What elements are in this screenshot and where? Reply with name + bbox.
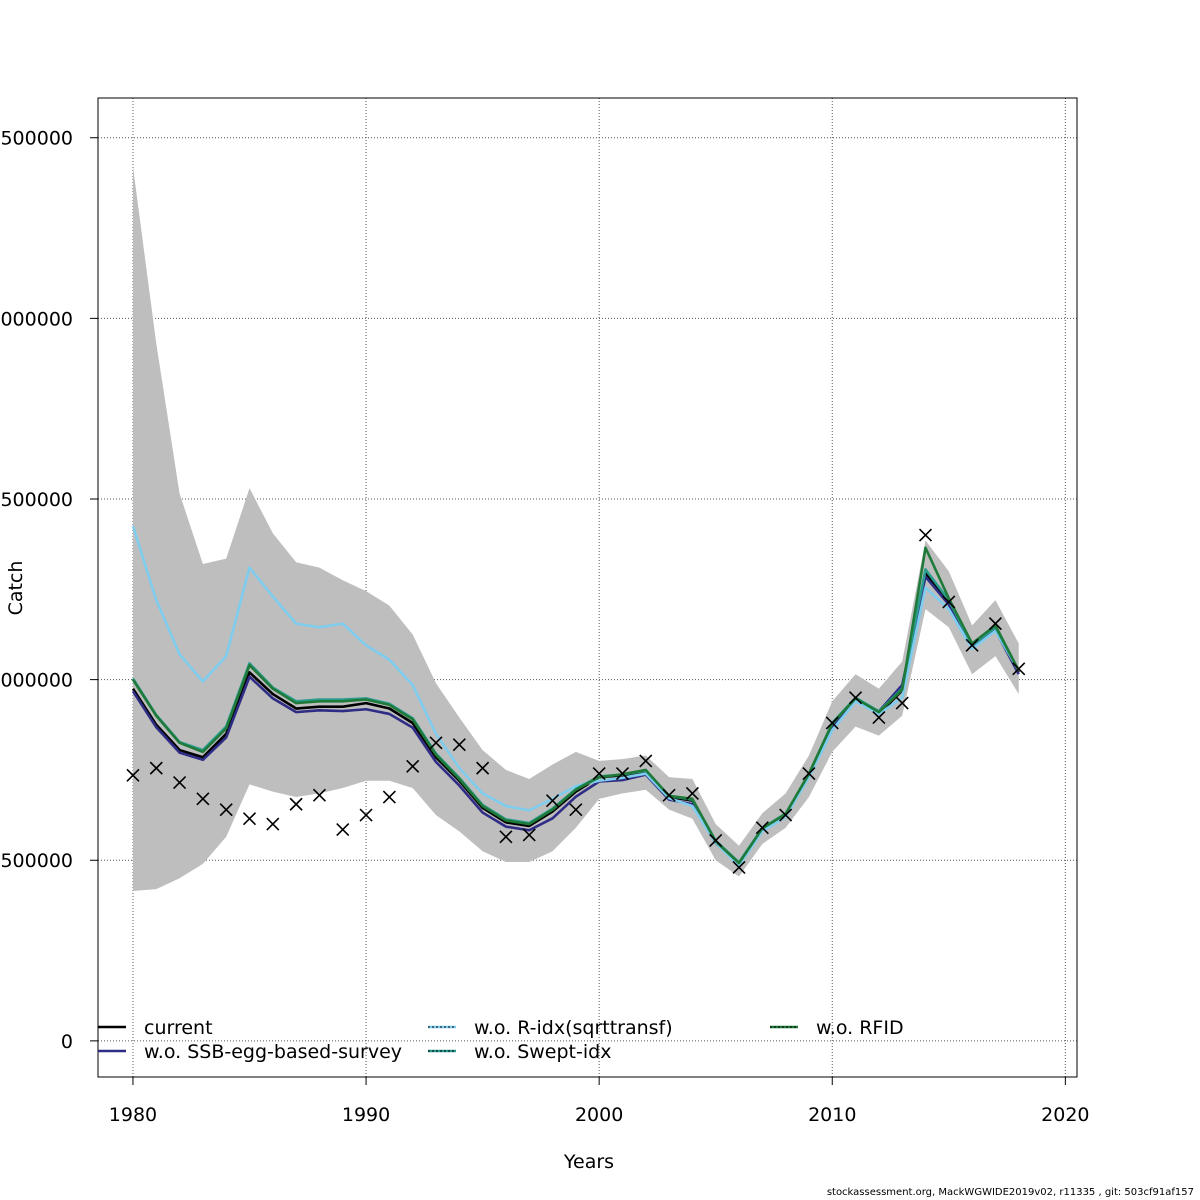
y-tick-label: 0 xyxy=(61,1031,73,1053)
observation-point xyxy=(406,759,420,773)
legend-entry: w.o. SSB-egg-based-survey xyxy=(98,1041,402,1063)
legend-label: w.o. SSB-egg-based-survey xyxy=(144,1041,402,1063)
observation-point xyxy=(499,830,513,844)
x-tick-label: 2020 xyxy=(1041,1104,1089,1126)
observation-point xyxy=(359,808,373,822)
observation-point xyxy=(988,617,1002,631)
x-tick-label: 1980 xyxy=(109,1104,157,1126)
y-tick-label: 500000 xyxy=(0,850,73,872)
observation-point xyxy=(429,736,443,750)
observation-point xyxy=(965,638,979,652)
legend-entry: w.o. R-idx(sqrttransf) xyxy=(428,1017,673,1039)
observation-point xyxy=(289,797,303,811)
observation-point xyxy=(336,822,350,837)
observation-point xyxy=(452,738,466,752)
observation-point xyxy=(732,860,746,875)
observation-point xyxy=(266,817,280,831)
observation-point xyxy=(942,595,956,609)
observation-markers xyxy=(126,528,1026,875)
observation-point xyxy=(173,776,187,790)
legend-label: w.o. R-idx(sqrttransf) xyxy=(474,1017,673,1039)
observation-point xyxy=(709,833,723,847)
y-tick-label: 000000 xyxy=(0,670,73,692)
x-tick-label: 1990 xyxy=(342,1104,390,1126)
observation-point xyxy=(126,768,140,782)
observation-point xyxy=(242,812,257,826)
observation-point xyxy=(382,790,396,804)
observation-point xyxy=(685,786,699,800)
x-axis-title: Years xyxy=(563,1151,614,1173)
observation-point xyxy=(149,761,163,775)
x-tick-label: 2010 xyxy=(808,1104,856,1126)
y-tick-label: 500000 xyxy=(0,489,73,511)
y-axis-title: Catch xyxy=(5,561,27,616)
legend-label: w.o. Swept-idx xyxy=(474,1041,611,1063)
observation-point xyxy=(522,828,536,842)
series-line-5 xyxy=(131,546,1020,865)
observation-point xyxy=(802,766,816,781)
observation-point xyxy=(196,792,210,806)
observation-point xyxy=(895,696,909,710)
legend-entry: w.o. Swept-idx xyxy=(428,1041,611,1063)
legend-entry: w.o. RFID xyxy=(770,1017,904,1039)
y-tick-label: 000000 xyxy=(0,308,73,330)
legend-entry: current xyxy=(98,1017,213,1039)
observation-point xyxy=(872,710,886,725)
series-line-3 xyxy=(131,525,1020,867)
observation-point xyxy=(639,754,653,768)
observation-point xyxy=(662,788,676,802)
y-tick-label: 500000 xyxy=(0,128,73,150)
observation-point xyxy=(918,528,933,542)
series-lines xyxy=(131,525,1020,867)
legend-label: current xyxy=(144,1017,213,1039)
footer-credit: stockassessment.org, MackWGWIDE2019v02, … xyxy=(826,1187,1194,1198)
legend-label: w.o. RFID xyxy=(816,1017,904,1039)
observation-point xyxy=(545,794,560,808)
observation-point xyxy=(1012,662,1026,676)
observation-point xyxy=(219,803,233,817)
axes: 1980 1990 2000 2010 2020 0 500000 000000 500000 0… xyxy=(0,128,1089,1126)
observation-point xyxy=(592,766,606,781)
observation-point xyxy=(569,803,583,817)
observation-point xyxy=(476,761,490,775)
observation-point xyxy=(779,808,793,822)
observation-point xyxy=(848,691,863,705)
observation-point xyxy=(312,788,327,802)
x-tick-label: 2000 xyxy=(575,1104,623,1126)
observation-point xyxy=(615,766,630,781)
observation-point xyxy=(755,821,769,835)
observation-point xyxy=(825,716,839,730)
